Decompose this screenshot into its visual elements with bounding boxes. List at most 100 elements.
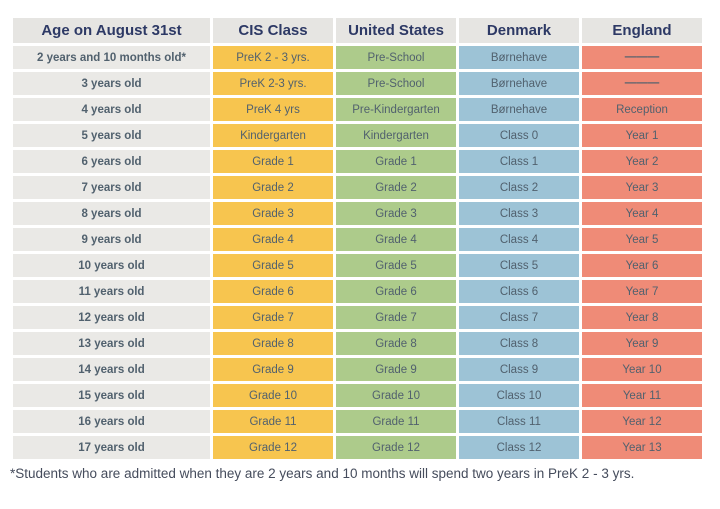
denmark-cell: Børnehave [459,46,579,69]
table-row: 6 years old Grade 1 Grade 1 Class 1 Year 2 [13,150,702,173]
us-cell: Grade 4 [336,228,456,251]
denmark-cell: Class 8 [459,332,579,355]
england-cell: Year 2 [582,150,702,173]
us-cell: Pre-School [336,46,456,69]
table-row: 16 years old Grade 11 Grade 11 Class 11 Year… [13,410,702,433]
denmark-cell: Class 0 [459,124,579,147]
us-cell: Grade 10 [336,384,456,407]
cis-cell: Grade 2 [213,176,333,199]
cis-cell: Grade 12 [213,436,333,459]
column-header-age: Age on August 31st [13,18,210,43]
england-cell: Reception [582,98,702,121]
table-row: 10 years old Grade 5 Grade 5 Class 5 Year 6 [13,254,702,277]
cis-cell: Grade 4 [213,228,333,251]
column-header-denmark: Denmark [459,18,579,43]
age-cell: 2 years and 10 months old* [13,46,210,69]
cis-cell: Grade 8 [213,332,333,355]
england-cell: Year 11 [582,384,702,407]
table-row: 12 years old Grade 7 Grade 7 Class 7 Year 8 [13,306,702,329]
us-cell: Grade 9 [336,358,456,381]
table-row: 2 years and 10 months old* PreK 2 - 3 yrs… [13,46,702,69]
table-row: 3 years old PreK 2-3 yrs. Pre-School Børneh… [13,72,702,95]
us-cell: Grade 12 [336,436,456,459]
england-cell: Year 9 [582,332,702,355]
cis-cell: Grade 5 [213,254,333,277]
table-row: 7 years old Grade 2 Grade 2 Class 2 Year 3 [13,176,702,199]
table-row: 14 years old Grade 9 Grade 9 Class 9 Year 10 [13,358,702,381]
us-cell: Grade 6 [336,280,456,303]
column-header-us: United States [336,18,456,43]
us-cell: Grade 1 [336,150,456,173]
cis-cell: Grade 1 [213,150,333,173]
table-row: 11 years old Grade 6 Grade 6 Class 6 Year 7 [13,280,702,303]
column-header-cis: CIS Class [213,18,333,43]
england-cell: Year 13 [582,436,702,459]
table-row: 13 years old Grade 8 Grade 8 Class 8 Year 9 [13,332,702,355]
age-cell: 9 years old [13,228,210,251]
us-cell: Grade 5 [336,254,456,277]
england-cell: ——— [582,72,702,95]
age-cell: 13 years old [13,332,210,355]
table-row: 8 years old Grade 3 Grade 3 Class 3 Year 4 [13,202,702,225]
age-cell: 7 years old [13,176,210,199]
denmark-cell: Class 10 [459,384,579,407]
age-cell: 14 years old [13,358,210,381]
england-cell: Year 1 [582,124,702,147]
age-cell: 4 years old [13,98,210,121]
england-cell: Year 8 [582,306,702,329]
footnote-text: *Students who are admitted when they are… [10,466,635,481]
age-cell: 11 years old [13,280,210,303]
age-cell: 5 years old [13,124,210,147]
age-cell: 16 years old [13,410,210,433]
age-cell: 3 years old [13,72,210,95]
england-cell: Year 12 [582,410,702,433]
england-cell: Year 5 [582,228,702,251]
cis-cell: PreK 2-3 yrs. [213,72,333,95]
cis-cell: Grade 10 [213,384,333,407]
table-header-row: Age on August 31st CIS Class United States… [13,18,702,43]
us-cell: Grade 8 [336,332,456,355]
age-cell: 15 years old [13,384,210,407]
us-cell: Grade 2 [336,176,456,199]
table-row: 17 years old Grade 12 Grade 12 Class 12 Year… [13,436,702,459]
us-cell: Pre-Kindergarten [336,98,456,121]
england-cell: Year 3 [582,176,702,199]
age-cell: 6 years old [13,150,210,173]
denmark-cell: Class 6 [459,280,579,303]
us-cell: Grade 7 [336,306,456,329]
us-cell: Kindergarten [336,124,456,147]
us-cell: Grade 11 [336,410,456,433]
denmark-cell: Class 3 [459,202,579,225]
table-row: 15 years old Grade 10 Grade 10 Class 10 Year… [13,384,702,407]
england-cell: Year 10 [582,358,702,381]
denmark-cell: Class 7 [459,306,579,329]
england-cell: Year 7 [582,280,702,303]
table-row: 4 years old PreK 4 yrs Pre-Kindergarten Bør… [13,98,702,121]
us-cell: Grade 3 [336,202,456,225]
us-cell: Pre-School [336,72,456,95]
cis-cell: Grade 11 [213,410,333,433]
england-cell: ——— [582,46,702,69]
denmark-cell: Class 1 [459,150,579,173]
cis-cell: Grade 9 [213,358,333,381]
age-cell: 8 years old [13,202,210,225]
age-cell: 10 years old [13,254,210,277]
age-cell: 12 years old [13,306,210,329]
denmark-cell: Class 9 [459,358,579,381]
table-row: 5 years old Kindergarten Kindergarten Class… [13,124,702,147]
cis-cell: Grade 7 [213,306,333,329]
denmark-cell: Class 4 [459,228,579,251]
england-cell: Year 4 [582,202,702,225]
cis-cell: Kindergarten [213,124,333,147]
cis-cell: Grade 6 [213,280,333,303]
denmark-cell: Børnehave [459,98,579,121]
table-row: 9 years old Grade 4 Grade 4 Class 4 Year 5 [13,228,702,251]
england-cell: Year 6 [582,254,702,277]
cis-cell: Grade 3 [213,202,333,225]
cis-cell: PreK 4 yrs [213,98,333,121]
grade-comparison-table: Age on August 31st CIS Class United States… [10,15,705,462]
denmark-cell: Class 12 [459,436,579,459]
denmark-cell: Class 2 [459,176,579,199]
age-cell: 17 years old [13,436,210,459]
cis-cell: PreK 2 - 3 yrs. [213,46,333,69]
